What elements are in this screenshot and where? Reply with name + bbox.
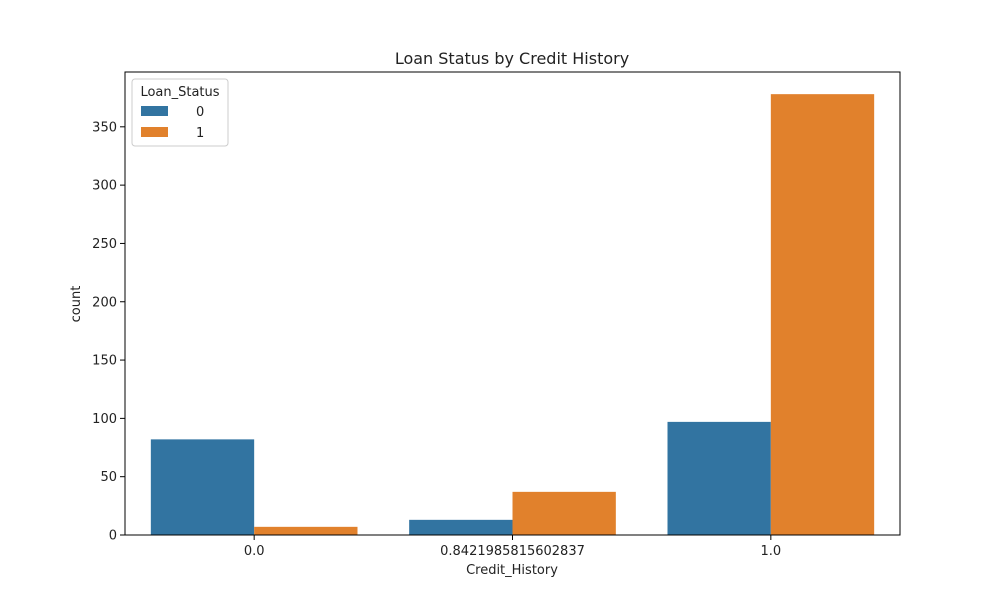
legend-label-1: 1 — [196, 126, 204, 141]
legend-swatch-1 — [141, 127, 168, 137]
y-axis-ticks: 0 50 100 150 200 250 300 350 — [92, 120, 125, 544]
x-axis-title: Credit_History — [466, 563, 558, 578]
y-tick-label: 0 — [109, 529, 117, 544]
y-tick-label: 350 — [92, 120, 117, 135]
bars-layer — [150, 94, 875, 535]
chart-title: Loan Status by Credit History — [395, 49, 629, 68]
bar-series-0-cat-0 — [150, 439, 255, 535]
legend-swatch-0 — [141, 106, 168, 116]
bar-series-1-cat-2 — [770, 94, 875, 535]
bar-series-0-cat-2 — [667, 421, 771, 535]
legend: Loan_Status 01 — [131, 78, 229, 147]
y-tick-label: 200 — [92, 295, 117, 310]
bar-series-0-cat-1 — [409, 519, 513, 535]
x-tick-label: 1.0 — [760, 544, 781, 559]
x-tick-label: 0.8421985815602837 — [440, 544, 585, 559]
bar-series-1-cat-1 — [512, 491, 616, 535]
plot-frame — [124, 71, 901, 536]
y-tick-label: 50 — [100, 470, 117, 485]
y-tick-label: 100 — [92, 412, 117, 427]
y-axis-title: count — [69, 286, 84, 323]
legend-title: Loan_Status — [140, 85, 219, 100]
bar-series-1-cat-0 — [254, 526, 358, 535]
legend-items: 01 — [141, 105, 204, 141]
y-tick-label: 150 — [92, 354, 117, 369]
x-tick-label: 0.0 — [244, 544, 265, 559]
y-tick-label: 300 — [92, 179, 117, 194]
legend-label-0: 0 — [196, 105, 204, 120]
x-axis-ticks: 0.0 0.8421985815602837 1.0 — [244, 535, 781, 559]
y-tick-label: 250 — [92, 237, 117, 252]
